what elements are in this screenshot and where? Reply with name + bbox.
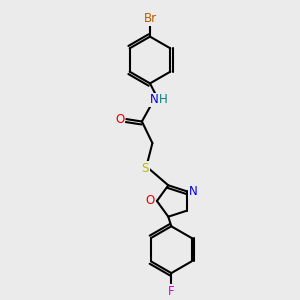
Text: O: O [115, 112, 124, 126]
Text: O: O [146, 194, 155, 208]
Text: N: N [189, 185, 198, 198]
Text: N: N [149, 93, 158, 106]
Text: F: F [168, 285, 175, 298]
Text: S: S [141, 162, 148, 176]
Text: H: H [158, 93, 167, 106]
Text: Br: Br [143, 12, 157, 25]
